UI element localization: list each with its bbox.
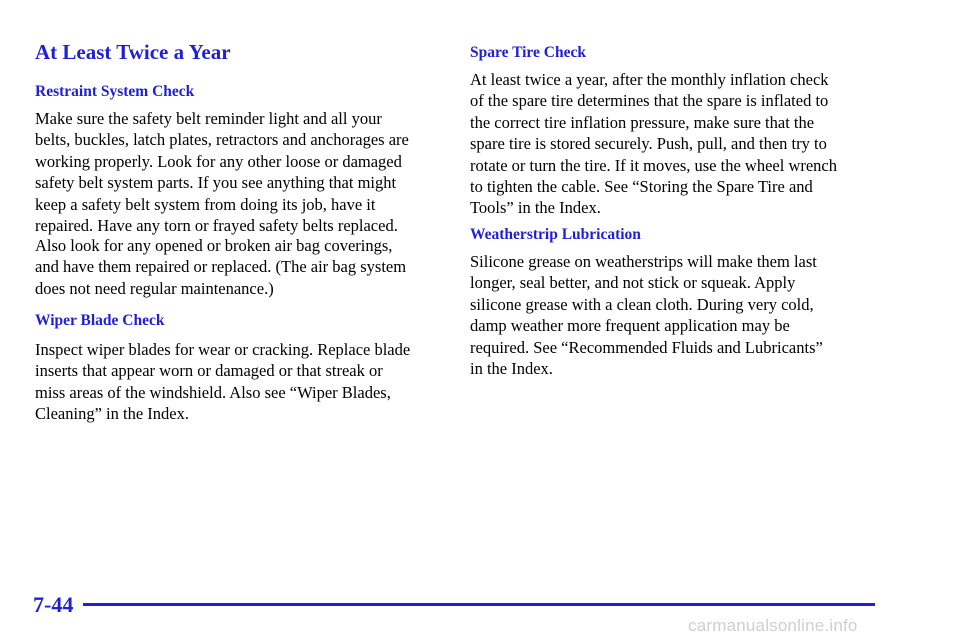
restraint-section: Restraint System Check — [35, 82, 194, 102]
text-line: miss areas of the windshield. Also see “… — [35, 382, 391, 402]
spare-section: Spare Tire Check — [470, 43, 586, 63]
text-line: Make sure the safety belt reminder light… — [35, 109, 382, 128]
text-line: working properly. Look for any other loo… — [35, 151, 402, 171]
text-line: Tools” in the Index. — [470, 198, 601, 218]
text-line: longer, seal better, and not stick or sq… — [470, 273, 796, 293]
text-line: of the spare tire determines that the sp… — [470, 91, 829, 111]
text-line: Inspect wiper blades for wear or crackin… — [35, 340, 411, 359]
restraint-paragraph-1: Make sure the safety belt reminder light… — [35, 108, 409, 236]
spare-paragraph: At least twice a year, after the monthly… — [470, 69, 837, 219]
text-line: belts, buckles, latch plates, retractors… — [35, 130, 409, 150]
text-line: At least twice a year, after the monthly… — [470, 70, 829, 89]
text-line: spare tire is stored securely. Push, pul… — [470, 134, 827, 154]
text-line: Silicone grease on weatherstrips will ma… — [470, 252, 817, 271]
weatherstrip-paragraph: Silicone grease on weatherstrips will ma… — [470, 251, 823, 379]
text-line: required. See “Recommended Fluids and Lu… — [470, 337, 823, 357]
weatherstrip-heading: Weatherstrip Lubrication — [470, 226, 641, 243]
text-line: the correct tire inflation pressure, mak… — [470, 112, 815, 132]
restraint-paragraph-2: Also look for any opened or broken air b… — [35, 235, 406, 299]
text-line: to tighten the cable. See “Storing the S… — [470, 177, 813, 197]
spare-heading: Spare Tire Check — [470, 44, 586, 61]
text-line: rotate or turn the tire. If it moves, us… — [470, 155, 837, 175]
weatherstrip-section: Weatherstrip Lubrication — [470, 225, 641, 245]
wiper-heading: Wiper Blade Check — [35, 312, 165, 329]
page-title: At Least Twice a Year — [35, 40, 231, 64]
wiper-paragraph: Inspect wiper blades for wear or crackin… — [35, 339, 410, 425]
text-line: in the Index. — [470, 359, 553, 379]
text-line: safety belt system parts. If you see any… — [35, 173, 397, 193]
text-line: keep a safety belt system from doing its… — [35, 194, 376, 214]
watermark: carmanualsonline.info — [688, 616, 858, 635]
text-line: Cleaning” in the Index. — [35, 404, 189, 424]
text-line: damp weather more frequent application m… — [470, 316, 790, 336]
restraint-heading: Restraint System Check — [35, 83, 195, 100]
text-line: repaired. Have any torn or frayed safety… — [35, 216, 398, 236]
footer-rule — [83, 603, 875, 606]
wiper-section: Wiper Blade Check — [35, 311, 164, 331]
text-line: Also look for any opened or broken air b… — [35, 236, 393, 255]
text-line: does not need regular maintenance.) — [35, 278, 274, 298]
text-line: silicone grease with a clean cloth. Duri… — [470, 294, 814, 314]
text-line: inserts that appear worn or damaged or t… — [35, 361, 383, 381]
text-line: and have them repaired or replaced. (The… — [35, 257, 407, 277]
page-number: 7-44 — [33, 592, 74, 617]
